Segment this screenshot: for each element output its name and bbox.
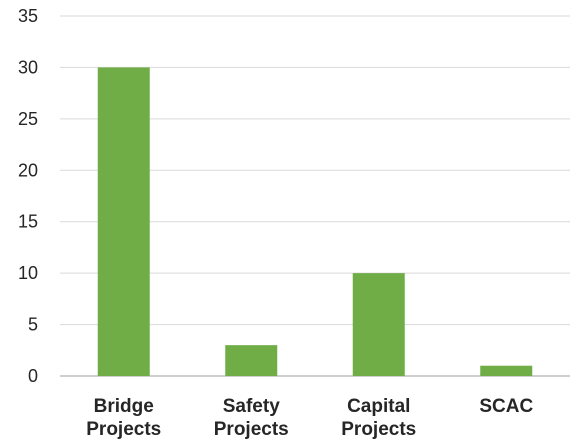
bar-scac (480, 365, 533, 376)
y-tick-label: 10 (18, 263, 38, 283)
x-category-label-line: Safety (223, 396, 280, 417)
x-category-label: Safety Projects (214, 396, 289, 440)
x-category-label: SCAC (479, 396, 533, 417)
bar-safety-projects (225, 345, 278, 376)
y-tick-label: 25 (18, 109, 38, 129)
x-category-label-line: Projects (214, 419, 289, 440)
x-category-label-line: Bridge (94, 396, 154, 417)
y-axis-tick-labels: 0 5 10 15 20 25 30 35 (18, 6, 38, 386)
y-tick-label: 0 (28, 366, 38, 386)
x-category-label: Capital Projects (341, 396, 416, 440)
x-category-label-line: SCAC (479, 396, 533, 417)
y-tick-label: 20 (18, 160, 38, 180)
bar-capital-projects (352, 273, 405, 376)
bars (97, 67, 533, 376)
y-tick-label: 30 (18, 57, 38, 77)
y-tick-label: 35 (18, 6, 38, 26)
bar-bridge-projects (97, 67, 150, 376)
y-tick-label: 15 (18, 212, 38, 232)
x-category-label-line: Capital (347, 396, 410, 417)
x-category-label-line: Projects (341, 419, 416, 440)
y-tick-label: 5 (28, 315, 38, 335)
x-category-label: Bridge Projects (86, 396, 161, 440)
x-category-label-line: Projects (86, 419, 161, 440)
